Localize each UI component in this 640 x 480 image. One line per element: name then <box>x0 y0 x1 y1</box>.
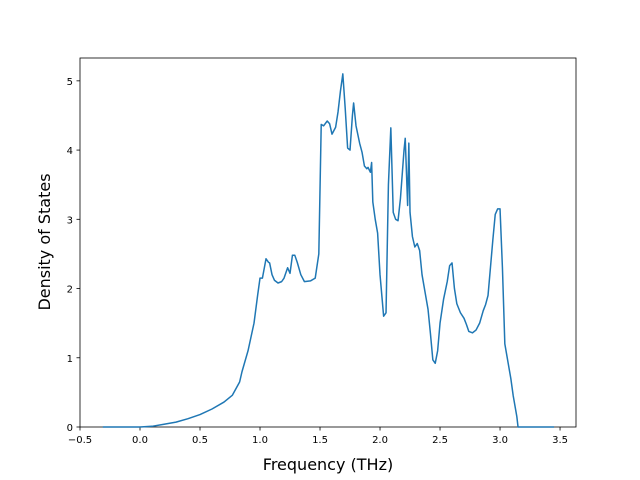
x-tick-label: 3.0 <box>492 435 508 446</box>
x-tick-label: 1.0 <box>252 435 268 446</box>
y-tick-label: 3 <box>67 215 73 226</box>
dos-line <box>102 73 555 428</box>
x-tick-label: 0.0 <box>132 435 148 446</box>
y-tick-label: 2 <box>67 285 73 296</box>
y-tick-label: 5 <box>67 77 73 88</box>
x-tick-label: −0.5 <box>68 435 92 446</box>
y-axis-label: Density of States <box>35 173 54 310</box>
axes-frame <box>79 57 577 428</box>
x-tick-label: 3.5 <box>552 435 568 446</box>
y-tick-label: 1 <box>67 354 73 365</box>
x-tick-label: 2.5 <box>432 435 448 446</box>
x-tick-label: 2.0 <box>372 435 388 446</box>
y-tick-label: 0 <box>67 423 73 434</box>
x-axis-label: Frequency (THz) <box>263 455 393 474</box>
x-tick-label: 0.5 <box>192 435 208 446</box>
y-tick-label: 4 <box>67 146 73 157</box>
x-tick-label: 1.5 <box>312 435 328 446</box>
